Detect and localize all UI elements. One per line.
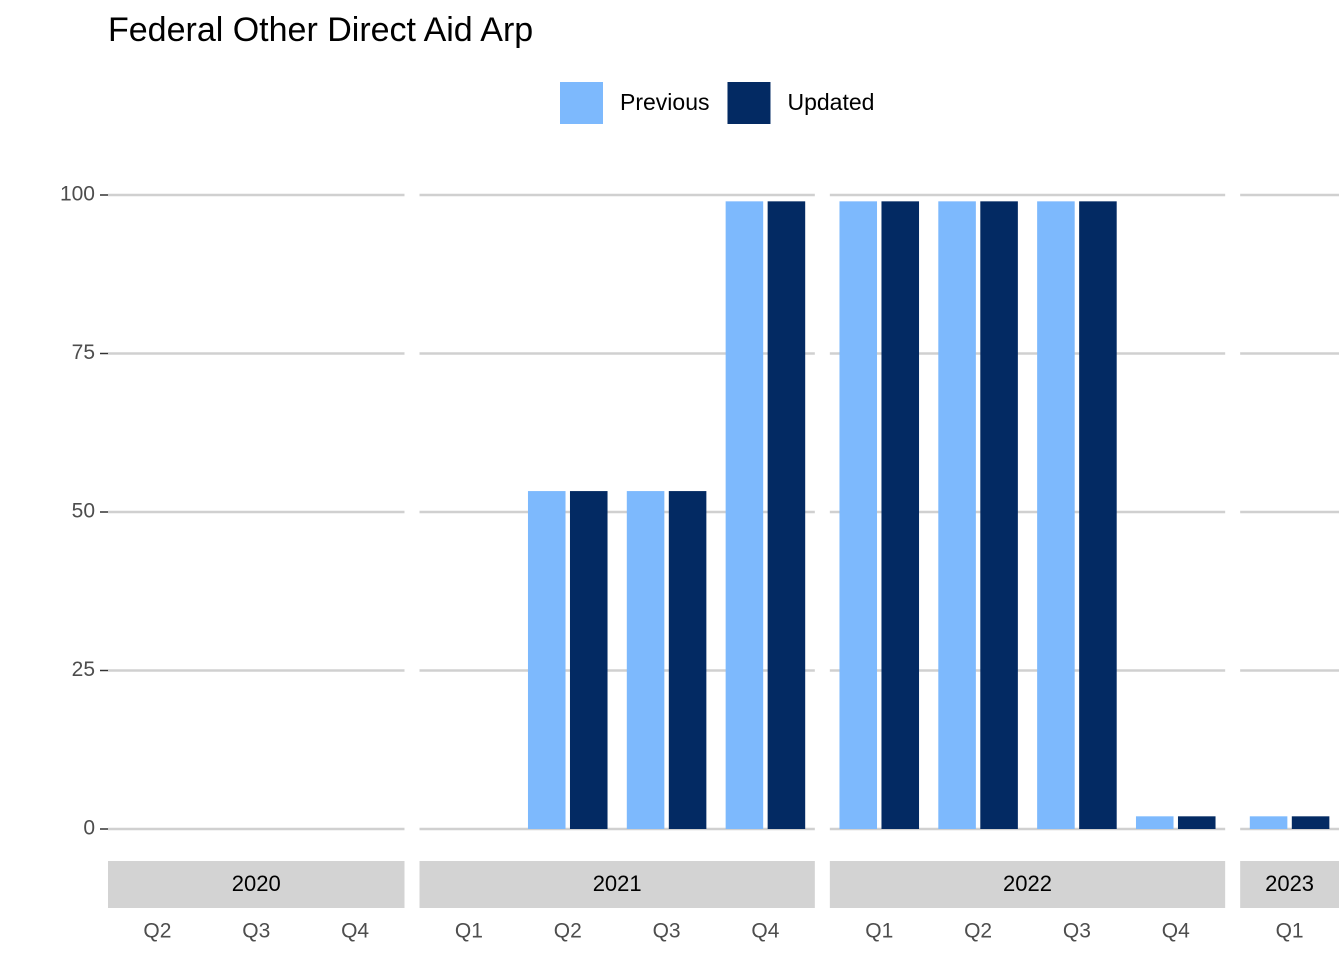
x-tick-label: Q2 [964, 920, 992, 943]
legend-label: Updated [787, 89, 874, 115]
bar [1291, 816, 1330, 829]
legend-label: Previous [620, 89, 709, 115]
bar [725, 201, 764, 830]
bar [1135, 816, 1174, 829]
legend-swatch [727, 82, 771, 124]
x-tick-label: Q1 [1276, 920, 1304, 943]
facet-label: 2023 [1265, 871, 1314, 896]
facet-strip [829, 861, 1226, 908]
facet-label: 2020 [232, 871, 281, 896]
x-tick-label: Q1 [455, 920, 483, 943]
y-tick-label: 50 [72, 500, 95, 523]
bar [839, 201, 878, 830]
bar [626, 491, 665, 829]
bar [1177, 816, 1216, 829]
x-tick-label: Q4 [341, 920, 369, 943]
bar [1037, 201, 1075, 830]
facet-strip [108, 861, 405, 908]
bar [569, 491, 608, 829]
y-tick-label: 100 [60, 183, 95, 206]
bar [938, 201, 976, 830]
x-tick-label: Q3 [653, 920, 681, 943]
bar [1079, 201, 1117, 830]
x-tick-label: Q2 [143, 920, 171, 943]
chart-title: Federal Other Direct Aid Arp [108, 11, 533, 49]
x-tick-label: Q3 [242, 920, 270, 943]
y-tick-label: 0 [83, 817, 95, 840]
facet-label: 2022 [1003, 871, 1052, 896]
y-tick-label: 75 [72, 341, 95, 364]
x-tick-label: Q1 [865, 920, 893, 943]
x-tick-label: Q2 [554, 920, 582, 943]
x-tick-label: Q4 [1162, 920, 1190, 943]
legend-swatch [560, 82, 603, 124]
x-tick-label: Q3 [1063, 920, 1091, 943]
facet-strip [1240, 861, 1339, 908]
bar [881, 201, 920, 830]
bar [527, 491, 566, 829]
facet-strip [419, 861, 815, 908]
bar [980, 201, 1018, 830]
facet-label: 2021 [593, 871, 642, 896]
bar [767, 201, 806, 830]
bar [1249, 816, 1288, 829]
bar [668, 491, 707, 829]
x-tick-label: Q4 [751, 920, 779, 943]
y-tick-label: 25 [72, 658, 95, 681]
